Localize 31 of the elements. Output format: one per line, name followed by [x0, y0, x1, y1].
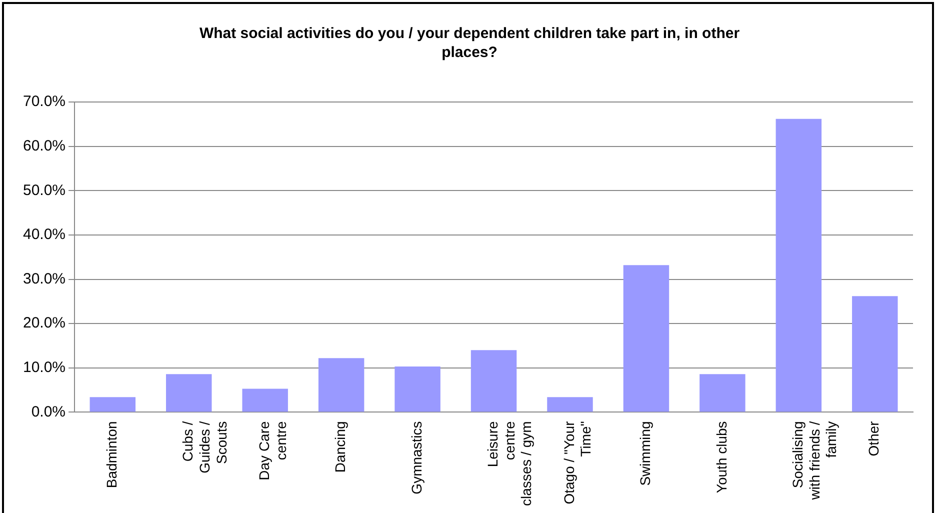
- bar: [852, 296, 898, 412]
- y-tick-label: 70.0%: [22, 93, 66, 110]
- x-tick-label: Leisure centre classes / gym: [484, 420, 534, 506]
- bar: [90, 397, 136, 412]
- x-tick-label: Otago / "Your Time": [560, 420, 594, 504]
- x-tick-label: Cubs / Guides / Scouts: [180, 421, 230, 474]
- bar: [394, 366, 440, 412]
- bar: [776, 118, 822, 412]
- x-tick-label: Socialising with friends / family: [790, 421, 840, 501]
- y-tick-label: 30.0%: [22, 270, 66, 288]
- x-tick-label: Other: [866, 420, 882, 456]
- y-tick-label: 10.0%: [22, 359, 66, 376]
- x-tick-label: Day Care centre: [256, 420, 289, 480]
- bar: [470, 350, 517, 412]
- x-tick-label: Dancing: [332, 421, 348, 473]
- x-tick-label: Gymnastics: [408, 421, 424, 494]
- y-tick-label: 50.0%: [22, 182, 66, 199]
- y-tick-label: 20.0%: [22, 314, 66, 332]
- bar: [623, 265, 670, 412]
- x-tick-label: Badminton: [104, 421, 120, 488]
- bar: [547, 397, 593, 412]
- bar: [166, 374, 212, 412]
- chart-title: What social activities do you / your dependent children take part in, in other places?: [198, 24, 741, 62]
- bar: [242, 388, 288, 412]
- bar: [318, 358, 364, 412]
- bar: [700, 374, 746, 412]
- y-tick-label: 0.0%: [31, 403, 66, 420]
- x-tick-label: Swimming: [637, 421, 654, 486]
- x-tick-label: Youth clubs: [713, 421, 730, 494]
- y-tick-label: 60.0%: [22, 137, 66, 154]
- y-tick-label: 40.0%: [22, 226, 66, 244]
